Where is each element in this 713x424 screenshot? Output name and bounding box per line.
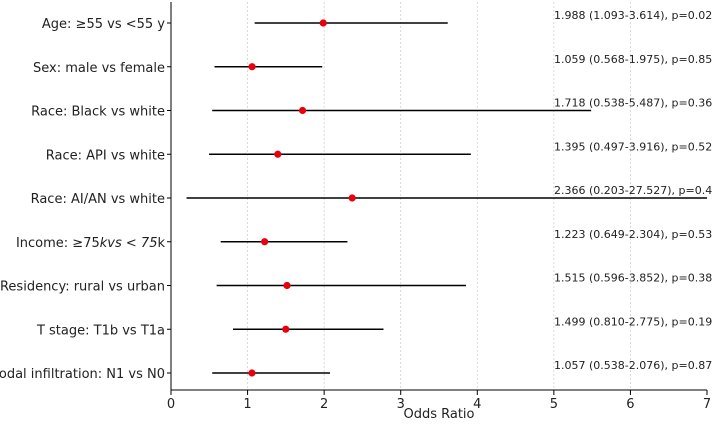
odds-ratio-point <box>248 369 256 377</box>
x-tick-label: 6 <box>626 397 634 412</box>
row-annotation: 1.059 (0.568-1.975), p=0.85 <box>554 53 712 66</box>
row-annotation: 1.223 (0.649-2.304), p=0.53 <box>554 228 712 241</box>
row-label: Race: AI/AN vs white <box>31 192 165 207</box>
x-tick-label: 5 <box>550 397 558 412</box>
row-label: Race: API vs white <box>46 148 165 163</box>
x-tick-label: 0 <box>167 397 175 412</box>
x-tick-label: 7 <box>703 397 711 412</box>
row-annotation: 1.988 (1.093-3.614), p=0.02 <box>554 9 712 22</box>
row-annotation: 2.366 (0.203-27.527), p=0.49 <box>554 184 713 197</box>
x-tick-label: 2 <box>320 397 328 412</box>
row-label: T stage: T1b vs T1a <box>36 323 165 338</box>
odds-ratio-point <box>348 194 356 202</box>
axes-layer: 0 1 2 3 4 5 6 7 <box>167 2 711 412</box>
row-label: Nodal infiltration: N1 vs N0 <box>0 367 165 382</box>
x-tick-label: 4 <box>473 397 481 412</box>
row-annotation: 1.057 (0.538-2.076), p=0.87 <box>554 359 712 372</box>
x-tick-label: 3 <box>397 397 405 412</box>
annotation-layer: 1.988 (1.093-3.614), p=0.02 1.059 (0.568-… <box>554 9 713 372</box>
confidence-interval-layer <box>186 22 707 374</box>
x-tick-label: 1 <box>243 397 251 412</box>
odds-ratio-point <box>274 150 282 158</box>
odds-ratio-point <box>298 106 307 115</box>
row-label-layer: Age: ≥55 vs <55 y Sex: male vs female Race… <box>0 17 165 382</box>
row-annotation: 1.499 (0.810-2.775), p=0.19 <box>554 315 712 328</box>
row-label: Residency: rural vs urban <box>0 280 165 295</box>
odds-ratio-point <box>283 281 291 290</box>
x-axis-label: Odds Ratio <box>403 407 474 422</box>
row-annotation: 1.395 (0.497-3.916), p=0.52 <box>554 140 712 153</box>
row-label: Race: Black vs white <box>31 105 165 120</box>
row-label: Age: ≥55 vs <55 y <box>42 17 165 32</box>
point-layer <box>248 19 356 377</box>
odds-ratio-point <box>261 238 269 246</box>
odds-ratio-point <box>282 325 290 333</box>
row-annotation: 1.718 (0.538-5.487), p=0.36 <box>554 97 712 110</box>
row-label: Sex: male vs female <box>33 61 165 76</box>
row-annotation: 1.515 (0.596-3.852), p=0.38 <box>554 272 712 285</box>
row-label: Income: ≥75kvs < 75k <box>16 236 166 251</box>
odds-ratio-point <box>319 19 327 27</box>
odds-ratio-point <box>248 63 256 71</box>
